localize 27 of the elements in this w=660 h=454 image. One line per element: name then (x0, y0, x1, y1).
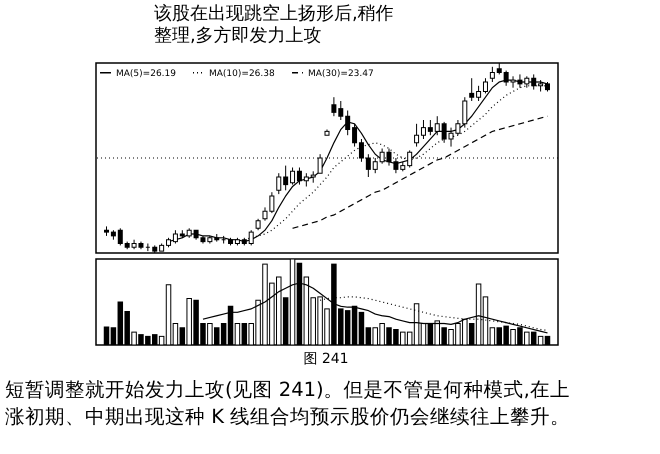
candlestick (476, 85, 482, 102)
candlestick (331, 96, 336, 117)
candlestick (256, 218, 261, 231)
candlestick (290, 167, 296, 186)
legend-label: MA(10)=26.38 (209, 68, 275, 79)
text: 涨初期、中期出现这种 K 线组合均预示股价仍会继续往上攀升。 (5, 405, 570, 428)
candlestick (469, 78, 474, 102)
candlestick (296, 167, 302, 186)
legend-label: MA(30)=23.47 (308, 68, 374, 79)
candlestick (132, 239, 137, 250)
candlestick (442, 121, 447, 144)
candlestick (352, 123, 358, 148)
candlestick (262, 206, 268, 222)
text: 整理,多方即发力上攻 (154, 25, 322, 46)
candlestick (414, 123, 420, 148)
candlestick (448, 127, 454, 148)
caption: 图 241 (303, 351, 349, 367)
candlestick (104, 226, 110, 236)
candlestick (490, 66, 495, 82)
legend-label: MA(5)=26.19 (116, 68, 176, 79)
candlestick (269, 192, 274, 214)
text: 短暂调整就开始发力上攻(见图 241)。但是不管是何种模式,在上 (5, 378, 570, 401)
candlestick (455, 120, 460, 136)
candlestick (110, 230, 116, 240)
candlestick (462, 96, 468, 128)
text: 该股在出现跳空上扬形后,稍作 (154, 3, 394, 24)
candlestick (420, 120, 426, 140)
